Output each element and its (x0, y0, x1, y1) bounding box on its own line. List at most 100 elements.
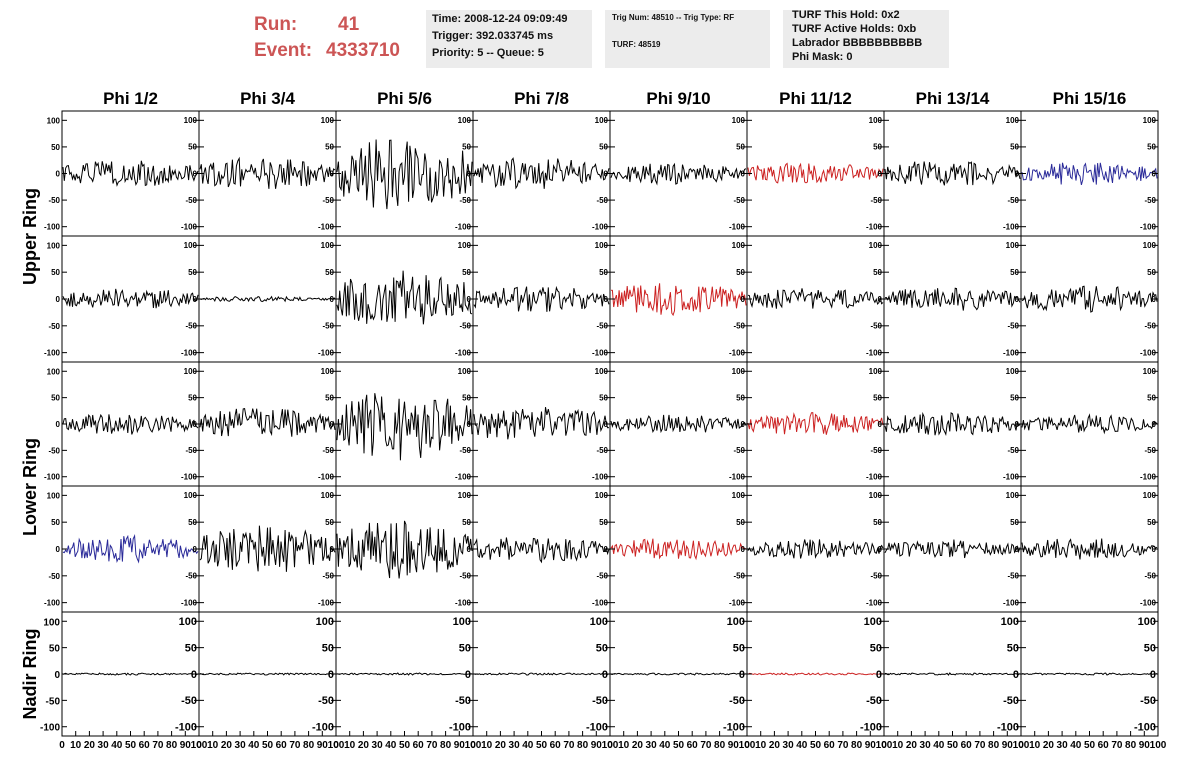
ytick-label-r1-c2: -50 (322, 196, 334, 205)
ytick-label-r5-c6: -100 (860, 722, 882, 734)
ytick-label-r1-c4: 50 (599, 143, 608, 152)
ytick-label-r1-c1: -50 (185, 196, 197, 205)
trace-r1-c8 (1021, 162, 1158, 186)
xtick-label-c3: 0 (333, 740, 339, 751)
trace-r4-c6 (747, 539, 884, 559)
ytick-label-r3-c1: 50 (188, 393, 197, 402)
ytick-label-r2-c6: -100 (866, 348, 883, 357)
ytick-label-r4-c3: 50 (462, 518, 471, 527)
xtick-label-c7: 90 (1002, 740, 1014, 751)
ytick-label-r1-c5: -100 (729, 222, 746, 231)
ytick-label-r5-c8: -50 (1140, 695, 1156, 707)
ytick-label-r3-c5: 50 (736, 393, 745, 402)
ytick-label-left-r4: -100 (44, 599, 61, 608)
ytick-label-r2-c3: 0 (467, 295, 472, 304)
ytick-label-r3-c7: -100 (1003, 473, 1020, 482)
ytick-label-r4-c3: 0 (467, 545, 472, 554)
ytick-label-r3-c8: -50 (1144, 446, 1156, 455)
xtick-label-c2: 40 (248, 740, 260, 751)
ytick-label-r5-c2: 50 (322, 642, 334, 654)
ytick-label-r3-c6: 50 (873, 393, 882, 402)
xtick-label-c1: 40 (111, 740, 123, 751)
trace-r4-c3 (336, 520, 473, 579)
xtick-label-c7: 60 (961, 740, 973, 751)
ytick-label-r3-c1: -50 (185, 446, 197, 455)
xtick-label-c8: 70 (1111, 740, 1123, 751)
xtick-label-c8: 90 (1139, 740, 1151, 751)
ytick-label-r1-c5: -50 (733, 196, 745, 205)
trace-r2-c8 (1021, 285, 1158, 313)
xtick-label-c3: 50 (399, 740, 411, 751)
trace-r5-c8 (1021, 672, 1158, 676)
ytick-label-r1-c7: -50 (1007, 196, 1019, 205)
turf-active-line: TURF Active Holds: 0xb (792, 23, 917, 35)
xtick-label-c6: 70 (837, 740, 849, 751)
ytick-label-r5-c2: -100 (312, 722, 334, 734)
xtick-label-c1: 100 (191, 740, 208, 751)
ytick-label-r2-c7: 100 (1006, 241, 1020, 250)
ytick-label-left-r5: 0 (54, 670, 60, 681)
xtick-label-c8: 20 (1043, 740, 1055, 751)
trace-r4-c2 (199, 525, 336, 572)
ytick-label-r4-c7: 0 (1015, 545, 1020, 554)
xtick-label-c1: 20 (84, 740, 96, 751)
ytick-label-r3-c2: 0 (330, 420, 335, 429)
ytick-label-r3-c2: -100 (318, 473, 335, 482)
trace-r2-c2 (199, 295, 336, 303)
trace-r4-c5 (610, 538, 746, 561)
ytick-label-r3-c2: -50 (322, 446, 334, 455)
ytick-label-r5-c6: 100 (864, 616, 882, 628)
ytick-label-r2-c5: -100 (729, 348, 746, 357)
ytick-label-r1-c4: -100 (592, 222, 609, 231)
ytick-label-r5-c8: -100 (1134, 722, 1156, 734)
ytick-label-r2-c7: -50 (1007, 322, 1019, 331)
ytick-label-r2-c6: -50 (870, 322, 882, 331)
xtick-label-c2: 70 (289, 740, 301, 751)
column-header-6: Phi 11/12 (779, 89, 852, 108)
panel-frame-r1-c8 (1020, 110, 1159, 237)
ytick-label-r4-c4: -50 (596, 572, 608, 581)
ytick-label-r3-c8: 0 (1152, 420, 1157, 429)
ytick-label-left-r3: -100 (44, 473, 61, 482)
xtick-label-c7: 50 (947, 740, 959, 751)
ytick-label-r4-c6: -100 (866, 598, 883, 607)
ytick-label-r2-c4: -50 (596, 322, 608, 331)
ytick-label-r5-c5: -100 (723, 722, 745, 734)
ytick-label-r3-c7: 50 (1010, 393, 1019, 402)
trace-r1-c6 (747, 162, 884, 184)
trace-r3-c2 (199, 408, 336, 437)
xtick-label-c5: 60 (687, 740, 699, 751)
ytick-label-r5-c5: 50 (733, 642, 745, 654)
ytick-label-left-r4: 100 (47, 491, 61, 500)
column-header-5: Phi 9/10 (646, 89, 710, 108)
column-header-8: Phi 15/16 (1053, 89, 1127, 108)
ytick-label-r5-c7: -100 (997, 722, 1019, 734)
turf-hold-line: TURF This Hold: 0x2 (792, 9, 900, 21)
ytick-label-r4-c1: -50 (185, 572, 197, 581)
xtick-label-c6: 80 (851, 740, 863, 751)
ytick-label-r5-c4: -100 (586, 722, 608, 734)
ytick-label-r3-c5: -50 (733, 446, 745, 455)
ytick-label-r1-c2: -100 (318, 222, 335, 231)
ytick-label-r1-c7: 0 (1015, 169, 1020, 178)
ytick-label-r5-c4: 50 (596, 642, 608, 654)
ytick-label-r5-c2: 0 (328, 669, 334, 681)
ytick-label-left-r2: -100 (44, 349, 61, 358)
ytick-label-r1-c2: 100 (321, 116, 335, 125)
xtick-label-c6: 20 (769, 740, 781, 751)
ytick-label-r3-c3: 0 (467, 420, 472, 429)
xtick-label-c3: 80 (440, 740, 452, 751)
trace-r3-c3 (336, 393, 473, 461)
turf-info-box: TURF This Hold: 0x2 TURF Active Holds: 0… (783, 9, 949, 68)
ytick-label-r3-c4: -100 (592, 473, 609, 482)
ytick-label-r1-c1: 0 (193, 169, 198, 178)
trigger-line: Trigger: 392.033745 ms (432, 30, 554, 42)
ytick-label-r5-c7: 100 (1001, 616, 1019, 628)
trace-r5-c3 (336, 672, 473, 676)
priority-line: Priority: 5 -- Queue: 5 (432, 47, 544, 59)
ytick-label-r2-c2: -100 (318, 348, 335, 357)
xtick-label-c1: 70 (152, 740, 164, 751)
xtick-label-c8: 80 (1125, 740, 1137, 751)
event-value: 4333710 (326, 40, 400, 61)
ytick-label-r1-c8: 0 (1152, 169, 1157, 178)
